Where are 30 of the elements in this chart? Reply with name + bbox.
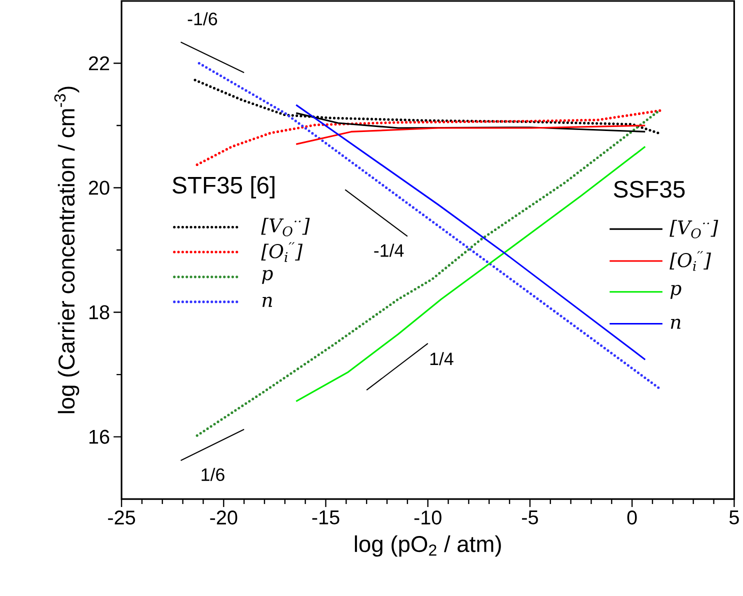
legend-label: [O$_{i}$$^{′′}$] <box>261 242 303 262</box>
y-tick-label: 18 <box>89 305 110 320</box>
line-series <box>196 109 662 166</box>
legend-label: n <box>262 296 272 308</box>
x-tick-label: -10 <box>414 510 442 525</box>
legend-label: [O$_{i}$$^{′′}$] <box>670 251 712 271</box>
x-tick-label: 0 <box>627 510 637 525</box>
legend-label: [V$_{O}$$^{··}$] <box>670 220 718 238</box>
y-tick-label: 16 <box>89 430 110 444</box>
y-tick-label: 20 <box>88 180 110 195</box>
x-tick-label: -20 <box>210 510 238 525</box>
legend-label: p <box>670 285 682 300</box>
y-axis-title: log (Carrier concentration / cm$^{-3}$) <box>54 86 80 414</box>
annotation: SSF35 <box>614 180 685 198</box>
x-tick-label: -15 <box>312 510 340 525</box>
series-label: -1/4 <box>374 244 404 258</box>
series-label: 1/6 <box>202 468 224 482</box>
line-series <box>194 78 662 136</box>
legend-label: n <box>670 318 680 329</box>
legend-label: p <box>262 270 273 284</box>
line-series <box>295 124 646 146</box>
annotation: STF35 [6] <box>172 176 274 199</box>
y-tick-label: 22 <box>88 56 110 70</box>
x-tick-label: -5 <box>522 510 538 525</box>
x-tick-label: 5 <box>729 510 739 525</box>
series-label: 1/4 <box>430 352 454 366</box>
legend-label: [V$_{O}$$^{··}$] <box>261 218 310 236</box>
x-tick-label: -25 <box>108 510 136 525</box>
x-axis-title: log (pO$_{2}$ / atm) <box>354 536 501 557</box>
series-label: -1/6 <box>188 12 218 26</box>
